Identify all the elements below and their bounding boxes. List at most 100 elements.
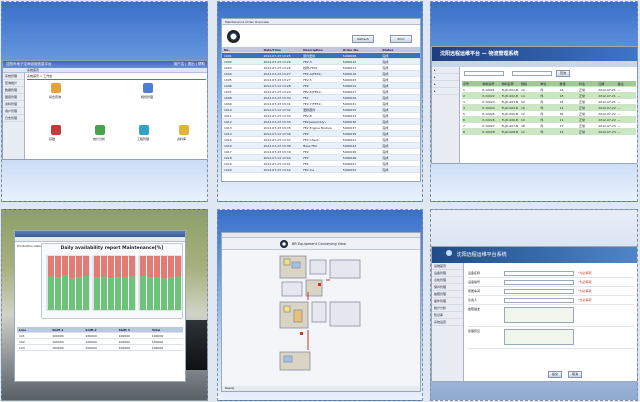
column-header[interactable]: 备注 — [617, 82, 624, 86]
table-cell: 正常 — [578, 112, 585, 116]
sidebar-item[interactable]: 备件管理 — [432, 298, 463, 305]
sidebar-item[interactable]: 用户管理 — [3, 108, 24, 115]
submit-button[interactable]: 提交 — [548, 371, 562, 378]
bar-available — [140, 275, 146, 310]
table-row[interactable]: 1016 2012-07-23 13:38 Base FE2 5000043 完成 — [222, 143, 420, 149]
table-row[interactable]: 1006 2012-07-23 13:28 FE2 5000024 完成 — [222, 83, 420, 89]
table-row[interactable]: 1010 2012-07-23 13:32 更换部件 5000033 完成 — [222, 107, 420, 113]
table-row[interactable]: 1017 2012-07-23 13:39 FE2 5000046 完成 — [222, 149, 420, 155]
table-cell: — — [617, 94, 621, 98]
table-row[interactable]: 4 P-10024 FLJD-004-B 16 件 14 正常 2012-07-22— — [462, 105, 636, 111]
sidebar-item[interactable]: 系统设置 — [432, 319, 463, 326]
sidebar-item[interactable]: 知识库 — [432, 312, 463, 319]
table-row[interactable]: 1001 2012-07-23 13:25 部件更换 5000008 完成 — [222, 53, 420, 59]
table-row[interactable]: 6 P-10026 FLJD-006-B 10 件 11 正常 2012-07-22— — [462, 117, 636, 123]
sidebar-item[interactable]: ▸ — [432, 88, 459, 95]
table-row[interactable]: 1011 2012-07-23 13:33 FE2-8 5000034 完成 — [222, 113, 420, 119]
table-cell: 2012-07-23 13:34 — [263, 120, 291, 124]
table-row[interactable]: 1020 2012-07-23 13:42 FE2 Ins 5000052 完成 — [222, 167, 420, 173]
app-icon-label: 规划管理 — [141, 95, 154, 99]
cancel-button[interactable]: 取消 — [568, 371, 582, 378]
app-icon[interactable] — [179, 125, 189, 135]
column-header[interactable]: Date/Time — [263, 48, 281, 52]
table-row[interactable]: 1003 2012-07-23 13:26 检修-FE21 5000013 完成 — [222, 65, 420, 71]
table-row[interactable]: 1019 2012-07-23 13:41 FE2 5000051 完成 — [222, 161, 420, 167]
table-row[interactable]: 1015 2012-07-23 13:37 FE2 Check 5000041 完成 — [222, 137, 420, 143]
table-row[interactable]: 1009 2012-07-23 13:31 FE2-7(FE51) 5000031 完成 — [222, 101, 420, 107]
table-row[interactable]: 1002 2012-07-23 13:26 FE2-3 5000012 完成 — [222, 59, 420, 65]
table-cell: 完成 — [382, 168, 389, 172]
app-icon[interactable] — [51, 83, 61, 93]
sidebar-item[interactable]: ▸ — [432, 81, 459, 88]
column-header[interactable]: 日期 — [598, 82, 605, 86]
column-header[interactable]: Order No. — [342, 48, 360, 52]
column-header[interactable]: 规格 — [520, 82, 527, 86]
sidebar-item[interactable]: ▸ — [432, 67, 459, 74]
table-row[interactable]: 1005 2012-07-23 13:27 FE2-5 5000023 完成 — [222, 77, 420, 83]
sidebar-item[interactable]: 点检管理 — [432, 277, 463, 284]
sidebar-item[interactable]: ▸ — [432, 74, 459, 81]
app-icon[interactable] — [143, 83, 153, 93]
sidebar-item[interactable]: 运维首页 — [432, 263, 463, 270]
table-cell: 件 — [540, 106, 544, 110]
form-field[interactable] — [504, 329, 574, 345]
sidebar-item[interactable]: 数据管理 — [3, 87, 24, 94]
column-header[interactable]: 状态 — [578, 82, 585, 86]
portal-header-links[interactable]: 用户名 | 退出 | 帮助 — [173, 62, 205, 66]
sidebar-item[interactable]: 系统管理 — [3, 73, 24, 80]
form-field[interactable] — [504, 271, 574, 276]
form-label: 设备编号 — [468, 280, 481, 284]
search-input[interactable] — [464, 71, 504, 76]
date-input[interactable] — [512, 71, 552, 76]
form-field[interactable] — [504, 298, 574, 303]
column-header[interactable]: 序号 — [463, 82, 470, 86]
table-row[interactable]: 7 P-10027 FLJD-007-B 18 件 27 正常 2012-07-23— — [462, 123, 636, 129]
table-row[interactable]: 1018 2012-07-23 13:40 FE2 5000048 完成 — [222, 155, 420, 161]
table-row[interactable]: 1004 2012-07-23 13:27 FE2-4(FE31) 5000018 完成 — [222, 71, 420, 77]
column-header[interactable]: Status — [382, 48, 394, 52]
column-header[interactable]: Description — [303, 48, 323, 52]
column-header[interactable]: 数量 — [559, 82, 566, 86]
table-row[interactable]: 102 100000 100000 100000 100000 — [17, 339, 183, 345]
column-header[interactable]: 单位 — [540, 82, 547, 86]
form-field[interactable] — [504, 307, 574, 323]
table-row[interactable]: 2 P-10022 FLJD-002-B 14 件 18 正常 2012-07-21— — [462, 93, 636, 99]
table-row[interactable]: 1008 2012-07-23 13:30 FE2 5000029 完成 — [222, 95, 420, 101]
sidebar-item[interactable]: 故障管理 — [432, 291, 463, 298]
sidebar-item[interactable]: 统计分析 — [432, 305, 463, 312]
search-button[interactable]: 查询 — [556, 70, 570, 77]
table-row[interactable]: 1014 2012-07-23 13:36 FE2 5000039 完成 — [222, 131, 420, 137]
tab-home[interactable]: 系统首页 — [27, 68, 40, 72]
sidebar-item[interactable]: 保养管理 — [432, 284, 463, 291]
table-row[interactable]: 103 100000 100000 100000 100000 — [17, 345, 183, 351]
table-row[interactable]: 1 P-10021 FLJD-001-B 12 件 22 正常 2012-07-21— — [462, 87, 636, 93]
table-cell: 2012-07-23 13:28 — [263, 84, 291, 88]
sidebar-item[interactable]: 图层管理 — [3, 94, 24, 101]
table-cell: 部件更换 — [303, 54, 316, 58]
bar-available — [122, 277, 128, 310]
app-icon[interactable] — [95, 125, 105, 135]
table-row[interactable]: 1007 2012-07-23 13:29 FE2-6(FE41) 5000027 完成 — [222, 89, 420, 95]
panel-logistics: 沈阳远程运维平台 — 物流管理系统 ▸ ▸ ▸ ▸ 查询 序号 物料编号 物料名称 规格 单位… — [430, 1, 638, 202]
form-field[interactable] — [504, 280, 574, 285]
table-row[interactable]: 8 P-10028 FLJD-008-B 12 件 19 正常 2012-07-23— — [462, 129, 636, 135]
table-cell: 2012-07-21 — [598, 100, 616, 104]
table-cell: 5000013 — [342, 66, 357, 70]
table-row[interactable]: 101 100000 100000 100000 100000 — [17, 333, 183, 339]
table-row[interactable]: 1013 2012-07-23 13:35 FE2 Engine Module 500… — [222, 125, 420, 131]
column-header[interactable]: 物料名称 — [501, 82, 514, 86]
app-icon[interactable] — [139, 125, 149, 135]
column-header[interactable]: 物料编号 — [482, 82, 495, 86]
table-row[interactable]: 3 P-10023 FLJD-003-B 10 件 25 正常 2012-07-21— — [462, 99, 636, 105]
sidebar-item[interactable]: 查询统计 — [3, 80, 24, 87]
print-button[interactable]: Print — [390, 35, 412, 43]
table-row[interactable]: 5 P-10025 FLJD-005-B 12 件 30 正常 2012-07-22— — [462, 111, 636, 117]
sidebar-item[interactable]: 资料管理 — [3, 101, 24, 108]
sidebar-item[interactable]: 设备管理 — [432, 270, 463, 277]
refresh-button[interactable]: Refresh — [352, 35, 374, 43]
sidebar-item[interactable]: 日志管理 — [3, 115, 24, 122]
app-icon[interactable] — [51, 125, 61, 135]
form-field[interactable] — [504, 289, 574, 294]
column-header[interactable]: No. — [224, 48, 230, 52]
table-row[interactable]: 1012 2012-07-23 13:34 FE2(Assembly) 5000036… — [222, 119, 420, 125]
